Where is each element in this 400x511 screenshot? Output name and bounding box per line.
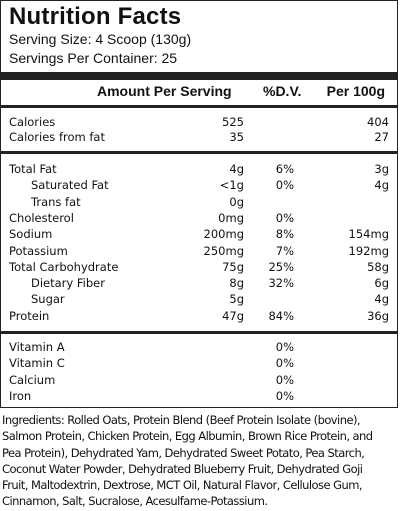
nutrient-name: Cholesterol [9, 210, 74, 225]
ingredients-line: Fruit, Maltodextrin, Dextrose, MCT Oil, … [2, 478, 363, 493]
nutrient-amount: 0mg [218, 210, 244, 225]
nutrient-daily-value: 8% [275, 227, 294, 242]
section-divider [1, 331, 397, 334]
nutrient-amount: 35 [229, 130, 244, 144]
nutrient-name: Potassium [9, 243, 68, 258]
nutrient-name: Iron [9, 388, 32, 403]
nutrient-name: Vitamin A [9, 340, 65, 354]
nutrient-row: Dietary Fiber 8g 32% 6g [1, 276, 399, 290]
nutrient-row: Calcium 0% [1, 373, 399, 387]
nutrient-row: Iron 0% [1, 389, 399, 403]
nutrient-name: Total Fat [9, 162, 57, 176]
nutrient-daily-value: 7% [275, 243, 294, 258]
nutrient-per-100g: 27 [374, 130, 389, 144]
nutrient-name: Sodium [9, 227, 53, 242]
nutrient-daily-value: 84% [268, 308, 294, 323]
nutrition-facts-label: Nutrition Facts Serving Size: 4 Scoop (1… [0, 0, 398, 408]
nutrient-daily-value: 0% [275, 372, 294, 387]
nutrient-name: Trans fat [31, 194, 81, 209]
header-daily-value: %D.V. [263, 83, 302, 99]
nutrient-daily-value: 25% [268, 259, 294, 274]
nutrient-row: Protein 47g 84% 36g [1, 309, 399, 323]
nutrient-name: Saturated Fat [31, 178, 109, 193]
nutrient-amount: 250mg [203, 243, 244, 258]
header-divider [1, 105, 397, 108]
nutrient-per-100g: 154mg [348, 227, 389, 242]
section-divider [1, 151, 397, 154]
nutrient-per-100g: 4g [374, 178, 389, 193]
nutrient-per-100g: 58g [367, 259, 389, 274]
ingredients-line: Salmon Protein, Chicken Protein, Egg Alb… [2, 429, 373, 444]
nutrient-amount: 0g [229, 194, 244, 209]
nutrient-daily-value: 0% [275, 210, 294, 225]
nutrient-name: Sugar [31, 292, 65, 307]
servings-per-container: Servings Per Container: 25 [9, 50, 178, 66]
nutrient-amount: 8g [229, 276, 244, 291]
nutrient-row: Sugar 5g 4g [1, 292, 399, 306]
header-amount-per-serving: Amount Per Serving [97, 83, 232, 99]
nutrient-name: Vitamin C [9, 356, 65, 371]
nutrient-row: Potassium 250mg 7% 192mg [1, 244, 399, 258]
nutrient-amount: 200mg [203, 227, 244, 242]
nutrient-row: Trans fat 0g [1, 195, 399, 209]
nutrient-daily-value: 32% [268, 276, 294, 291]
nutrient-amount: 75g [222, 259, 244, 274]
nutrient-daily-value: 0% [275, 356, 294, 371]
ingredients-line: Ingredients: Rolled Oats, Protein Blend … [2, 413, 361, 427]
nutrient-per-100g: 36g [367, 308, 389, 323]
nutrient-name: Calories [9, 115, 56, 129]
nutrient-per-100g: 6g [374, 276, 389, 291]
nutrient-per-100g: 192mg [348, 243, 389, 258]
nutrient-row: Vitamin C 0% [1, 356, 399, 370]
nutrient-daily-value: 0% [275, 340, 294, 354]
serving-size: Serving Size: 4 Scoop (130g) [9, 31, 192, 47]
nutrient-row: Saturated Fat <1g 0% 4g [1, 178, 399, 192]
ingredients-line: Pea Protein), Dehydrated Yam, Dehydrated… [2, 445, 365, 460]
nutrient-daily-value: 0% [275, 388, 294, 403]
ingredients-line: Coconut Water Powder, Dehydrated Blueber… [2, 461, 363, 476]
nutrient-amount: 525 [222, 115, 244, 129]
nutrient-row: Cholesterol 0mg 0% [1, 211, 399, 225]
nutrient-row: Sodium 200mg 8% 154mg [1, 227, 399, 241]
header-per-100g: Per 100g [326, 83, 385, 99]
nutrient-row: Calories 525 404 [1, 115, 399, 129]
ingredients-text: Ingredients: Rolled Oats, Protein Blend … [2, 412, 398, 510]
nutrient-name: Dietary Fiber [31, 276, 105, 291]
nutrient-row: Total Carbohydrate 75g 25% 58g [1, 260, 399, 274]
nutrient-name: Calcium [9, 372, 56, 387]
nutrient-per-100g: 404 [367, 115, 389, 129]
nutrient-name: Calories from fat [9, 130, 105, 144]
nutrient-daily-value: 6% [275, 162, 294, 176]
label-title: Nutrition Facts [9, 3, 182, 30]
nutrient-amount: <1g [219, 178, 244, 193]
nutrient-amount: 47g [222, 308, 244, 323]
nutrient-row: Vitamin A 0% [1, 340, 399, 354]
nutrient-per-100g: 4g [374, 292, 389, 307]
ingredients-line: Cinnamon, Salt, Sucralose, Acesulfame-Po… [2, 494, 268, 509]
thick-divider [1, 72, 397, 80]
nutrient-amount: 4g [229, 162, 244, 176]
nutrient-row: Total Fat 4g 6% 3g [1, 162, 399, 176]
nutrient-name: Protein [9, 308, 50, 323]
nutrient-name: Total Carbohydrate [9, 259, 119, 274]
nutrient-amount: 5g [229, 292, 244, 307]
nutrient-daily-value: 0% [275, 178, 294, 193]
nutrient-per-100g: 3g [374, 162, 389, 176]
nutrient-row: Calories from fat 35 27 [1, 130, 399, 144]
